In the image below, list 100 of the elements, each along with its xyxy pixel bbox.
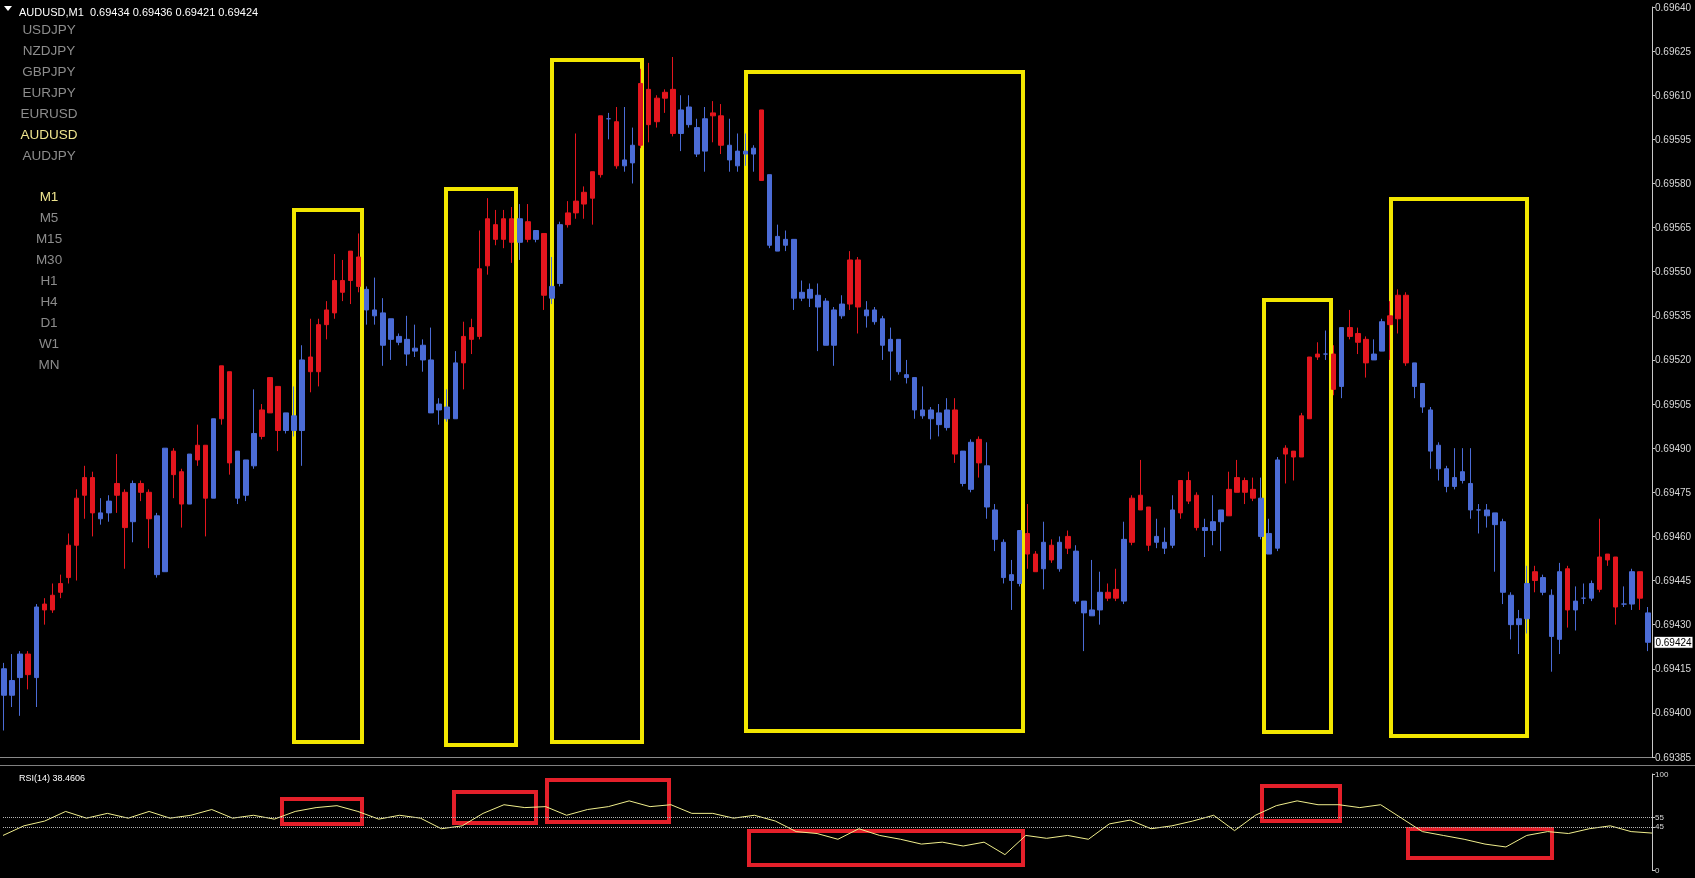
candlestick — [428, 327, 434, 414]
candlestick — [686, 94, 692, 129]
candlestick — [598, 115, 603, 179]
candlestick — [1025, 503, 1030, 570]
candlestick — [654, 94, 660, 129]
candlestick — [662, 88, 668, 114]
y-tick-label: 0.69625 — [1655, 45, 1692, 57]
candlestick — [291, 385, 297, 437]
candlestick — [549, 256, 555, 305]
candlestick — [50, 582, 55, 614]
candlestick — [380, 297, 386, 367]
annotation: MN — [38, 356, 60, 372]
candlestick — [759, 109, 764, 182]
candlestick — [872, 306, 877, 326]
candlestick — [565, 200, 571, 229]
candlestick — [154, 512, 160, 579]
y-tick-label: 0.69610 — [1655, 89, 1692, 101]
candlestick — [219, 365, 224, 426]
candlestick — [251, 388, 257, 470]
candlestick — [1162, 527, 1167, 555]
candlestick — [1605, 553, 1610, 567]
candlestick — [678, 94, 684, 152]
candlestick — [1129, 494, 1135, 546]
candlestick — [1009, 559, 1014, 611]
candlestick — [130, 480, 136, 543]
candlestick — [114, 453, 120, 514]
candlestick — [1629, 568, 1635, 611]
candlestick — [372, 277, 377, 326]
candlestick — [573, 132, 579, 220]
candlestick — [1065, 530, 1071, 555]
candlestick — [920, 385, 925, 420]
candlestick — [904, 359, 909, 384]
candlestick — [1283, 444, 1288, 484]
candlestick — [412, 324, 418, 358]
candlestick — [316, 318, 321, 387]
y-tick-label: 55 — [1655, 812, 1665, 822]
candlestick — [275, 385, 281, 452]
candlestick — [1420, 382, 1425, 414]
candlestick — [968, 438, 974, 493]
candlestick — [525, 203, 531, 243]
candlestick — [1081, 600, 1087, 652]
y-tick-label: 0.69385 — [1655, 751, 1692, 763]
line-series — [2, 800, 1653, 856]
candlestick — [1500, 518, 1506, 605]
candlestick — [517, 203, 523, 261]
annotation: M15 — [35, 230, 63, 246]
candlestick — [767, 174, 772, 249]
candlestick — [702, 106, 708, 173]
candlestick — [396, 332, 402, 346]
candlestick — [1194, 491, 1199, 532]
candlestick — [1339, 327, 1344, 399]
candlestick — [1532, 565, 1538, 593]
candlestick — [1621, 585, 1627, 608]
candlestick — [1146, 506, 1151, 552]
candlestick — [1355, 327, 1361, 355]
candlestick — [541, 232, 547, 311]
annotation: GBPJPY — [22, 63, 76, 79]
candlestick — [211, 418, 216, 499]
candlestick — [227, 371, 232, 476]
annotation: 0.69424 — [1655, 636, 1693, 648]
candlestick — [356, 232, 361, 293]
candlestick — [1105, 582, 1111, 602]
candlestick — [324, 300, 329, 340]
y-tick-label: 0.69505 — [1655, 398, 1692, 410]
candlestick — [1017, 530, 1022, 587]
candlestick — [807, 282, 813, 308]
candlestick — [98, 497, 103, 526]
annotation: M5 — [39, 209, 59, 225]
candlestick — [1557, 562, 1562, 655]
candlestick — [1565, 565, 1570, 629]
candlestick — [710, 100, 716, 143]
y-tick-label: 0.69520 — [1655, 354, 1692, 366]
candlestick — [1476, 503, 1481, 534]
y-tick-label: 0 — [1655, 865, 1660, 875]
candlestick — [1468, 447, 1473, 520]
annotation: EURJPY — [22, 84, 76, 100]
candlestick — [1492, 512, 1498, 573]
candlestick — [243, 459, 249, 502]
candlestick — [1121, 521, 1127, 605]
candlestick — [66, 532, 71, 584]
candlestick — [606, 112, 611, 140]
candlestick — [533, 230, 539, 243]
y-tick-label: 0.69475 — [1655, 486, 1692, 498]
candlestick — [992, 503, 998, 552]
candlestick — [1323, 330, 1328, 361]
candlestick — [614, 106, 619, 170]
candlestick — [1363, 335, 1369, 379]
candlestick — [1549, 588, 1554, 673]
candlestick — [1218, 509, 1224, 552]
candlestick — [1581, 582, 1586, 605]
candlestick — [1331, 344, 1336, 396]
annotation: D1 — [40, 314, 58, 330]
candlestick — [1395, 288, 1401, 334]
candlestick — [735, 132, 740, 173]
candlestick — [1186, 471, 1191, 505]
candlestick — [727, 118, 732, 173]
candlestick — [1371, 338, 1377, 361]
candlestick — [187, 453, 192, 505]
annotation: NZDJPY — [22, 42, 76, 58]
candlestick — [1484, 503, 1490, 529]
